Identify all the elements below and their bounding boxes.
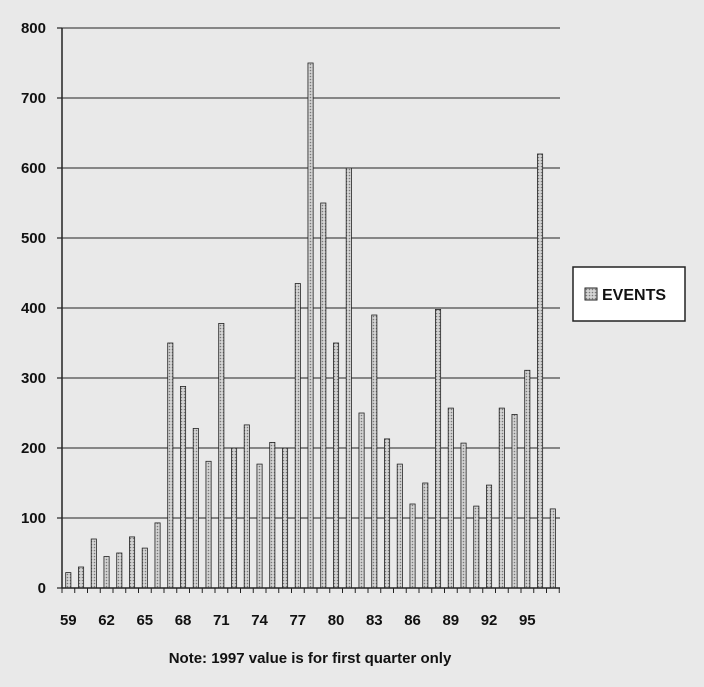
y-tick-label: 300	[21, 370, 46, 387]
legend-swatch	[584, 287, 598, 301]
y-tick-label: 100	[21, 510, 46, 527]
bar	[486, 484, 493, 589]
bar	[435, 308, 442, 589]
y-tick-label: 700	[21, 90, 46, 107]
y-tick-label: 600	[21, 160, 46, 177]
bar	[396, 463, 403, 589]
bar	[511, 413, 518, 589]
bar	[192, 427, 199, 589]
bar	[141, 547, 148, 589]
bar	[358, 412, 365, 589]
bars	[65, 62, 556, 589]
bar	[371, 314, 378, 589]
bar	[537, 153, 544, 589]
bar	[345, 167, 352, 589]
x-tick-label: 92	[481, 612, 498, 629]
y-tick-label: 800	[21, 20, 46, 37]
bar	[473, 505, 480, 589]
bar	[307, 62, 314, 589]
bar	[180, 385, 187, 589]
bar	[129, 536, 136, 589]
axes	[61, 28, 560, 593]
x-tick-label: 83	[366, 612, 383, 629]
x-tick-label: 74	[251, 612, 268, 629]
bar	[78, 566, 85, 589]
x-tick-label: 62	[98, 612, 115, 629]
x-tick-label: 80	[328, 612, 345, 629]
bar	[294, 283, 301, 589]
x-tick-labels: 59 62 65 68 71 74 77 80 83 86 89 92 95	[60, 612, 536, 629]
x-tick-label: 77	[289, 612, 306, 629]
x-tick-label: 68	[175, 612, 192, 629]
x-tick-label: 86	[404, 612, 421, 629]
bar	[422, 482, 429, 589]
bar	[167, 342, 174, 589]
y-tick-label: 200	[21, 440, 46, 457]
bar	[409, 503, 416, 589]
y-tick-label: 400	[21, 300, 46, 317]
bar	[65, 572, 72, 589]
bar	[154, 522, 161, 589]
bar	[231, 447, 238, 589]
bar	[447, 407, 454, 589]
bar	[205, 460, 212, 589]
bar	[498, 407, 505, 589]
x-tick-label: 95	[519, 612, 536, 629]
bar	[320, 202, 327, 589]
bar	[90, 538, 97, 589]
bar	[116, 552, 123, 589]
x-tick-label: 89	[442, 612, 459, 629]
bar	[218, 322, 225, 589]
legend: EVENTS	[572, 266, 686, 322]
bar	[384, 438, 391, 589]
bar	[333, 342, 340, 589]
legend-label: EVENTS	[602, 287, 666, 304]
bar	[103, 556, 110, 589]
bar	[549, 508, 556, 589]
y-tick-label: 500	[21, 230, 46, 247]
bar	[460, 442, 467, 589]
bar	[524, 369, 531, 589]
x-tick-label: 71	[213, 612, 230, 629]
x-tick-label: 65	[136, 612, 153, 629]
x-tick-label: 59	[60, 612, 77, 629]
y-tick-labels: 0 100 200 300 400 500 600 700 800	[21, 20, 46, 597]
bar	[256, 463, 263, 589]
bar	[243, 424, 250, 589]
chart-note: Note: 1997 value is for first quarter on…	[169, 650, 452, 667]
bar	[269, 441, 276, 589]
bar	[282, 447, 289, 589]
y-tick-label: 0	[38, 580, 46, 597]
